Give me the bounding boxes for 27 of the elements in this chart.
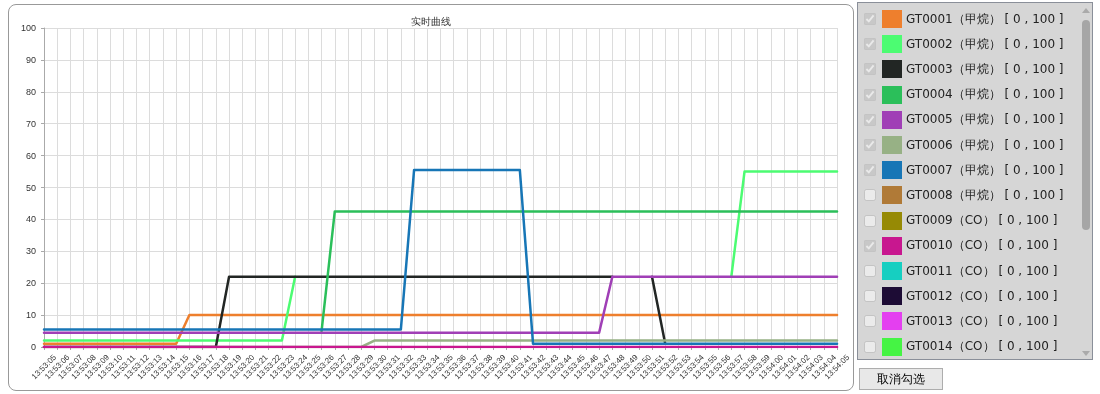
- legend-label: GT0003（甲烷） [ 0 , 100 ]: [906, 60, 1064, 78]
- y-tick-label: 20: [25, 278, 36, 289]
- y-tick-label: 70: [25, 118, 36, 129]
- legend-label: GT0007（甲烷） [ 0 , 100 ]: [906, 161, 1064, 179]
- y-tick-label: 90: [25, 54, 36, 65]
- y-tick-label: 40: [25, 214, 36, 225]
- chart-title: 实时曲线: [411, 15, 451, 27]
- legend-label: GT0008（甲烷） [ 0 , 100 ]: [906, 186, 1064, 204]
- legend-label: GT0002（甲烷） [ 0 , 100 ]: [906, 35, 1064, 53]
- legend-label: GT0011（CO） [ 0 , 100 ]: [906, 262, 1058, 280]
- y-tick-label: 60: [25, 150, 36, 161]
- legend-label: GT0012（CO） [ 0 , 100 ]: [906, 287, 1058, 305]
- legend-label: GT0014（CO） [ 0 , 100 ]: [906, 338, 1058, 356]
- y-tick-label: 100: [20, 23, 36, 33]
- legend-label: GT0010（CO） [ 0 , 100 ]: [906, 237, 1058, 255]
- legend-label: GT0005（甲烷） [ 0 , 100 ]: [906, 111, 1064, 129]
- legend-label: GT0006（甲烷） [ 0 , 100 ]: [906, 136, 1064, 154]
- legend-label: GT0001（甲烷） [ 0 , 100 ]: [906, 10, 1064, 28]
- y-tick-label: 80: [25, 86, 36, 97]
- legend-label: GT0004（甲烷） [ 0 , 100 ]: [906, 86, 1064, 104]
- y-tick-label: 0: [30, 342, 36, 352]
- text: 取消勾选: [859, 368, 943, 390]
- y-tick-label: 30: [25, 246, 36, 257]
- legend-label: GT0013（CO） [ 0 , 100 ]: [906, 312, 1058, 330]
- legend-label: GT0009（CO） [ 0 , 100 ]: [906, 212, 1058, 230]
- y-tick-label: 10: [25, 310, 36, 321]
- y-tick-label: 50: [25, 182, 36, 193]
